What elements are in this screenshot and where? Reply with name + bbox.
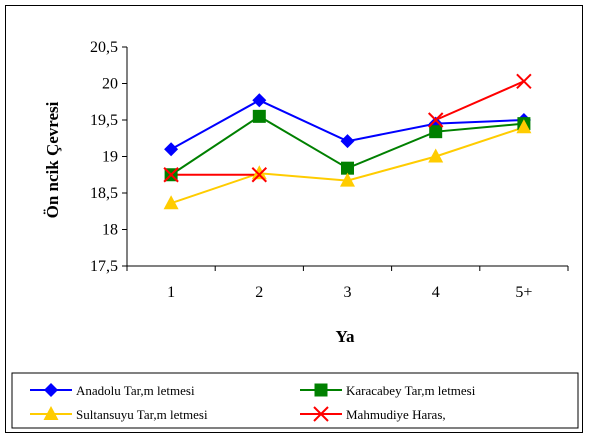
data-point (313, 406, 329, 422)
data-point (429, 125, 443, 139)
x-tick-label: 2 (255, 284, 263, 301)
x-tick-label: 4 (432, 284, 440, 301)
data-point (341, 161, 354, 175)
data-point (44, 383, 58, 397)
data-point (252, 109, 266, 123)
legend-label: Sultansuyu Tar,m letmesi (76, 407, 208, 422)
y-tick-label: 19 (102, 149, 118, 166)
y-tick-label: 18 (102, 222, 118, 239)
x-tick-label: 5+ (515, 284, 532, 301)
data-point (340, 172, 355, 187)
y-tick-label: 19,5 (90, 112, 118, 129)
data-point (516, 119, 532, 134)
plot-area: 20,5 20 19,5 19 18,5 18 17,5 1 2 3 4 5+ (90, 39, 569, 301)
data-point (516, 73, 532, 90)
y-tick-label: 20 (102, 76, 118, 93)
chart-frame (5, 5, 583, 433)
data-point (163, 195, 179, 210)
legend-label: Mahmudiye Haras, (346, 407, 446, 422)
data-point (251, 167, 268, 183)
data-point (252, 93, 267, 108)
series-line (435, 80, 525, 121)
y-tick-label: 20,5 (90, 39, 118, 56)
data-point (314, 383, 328, 397)
data-point (163, 167, 179, 183)
legend: Anadolu Tar,m letmesi Karacabey Tar,m let… (11, 372, 579, 429)
x-axis-title: Ya (336, 327, 355, 346)
data-point (428, 148, 444, 163)
legend-label: Karacabey Tar,m letmesi (346, 383, 476, 398)
y-axis-title: Ön ncik Çevresi (43, 101, 62, 218)
x-tick-label: 3 (344, 284, 352, 301)
data-point (340, 134, 355, 149)
x-tick-label: 1 (167, 284, 175, 301)
y-tick-label: 18,5 (90, 185, 118, 202)
y-tick-label: 17,5 (90, 258, 118, 275)
legend-label: Anadolu Tar,m letmesi (76, 383, 195, 398)
data-point (427, 112, 444, 128)
legend-box (11, 372, 579, 429)
data-point (164, 142, 179, 157)
data-point (43, 406, 59, 420)
data-point (251, 165, 267, 180)
